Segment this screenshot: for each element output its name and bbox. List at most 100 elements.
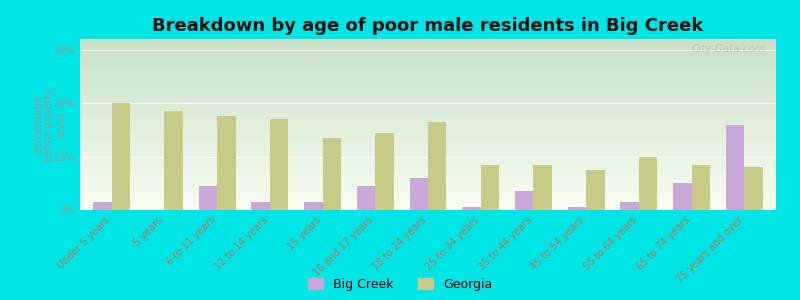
- Bar: [80, 162, 776, 164]
- Bar: [80, 167, 776, 169]
- Bar: [80, 193, 776, 195]
- Bar: [80, 112, 776, 114]
- Bar: [80, 65, 776, 66]
- Bar: [80, 51, 776, 53]
- Bar: [80, 109, 776, 111]
- Bar: [80, 203, 776, 205]
- Bar: [80, 196, 776, 198]
- Bar: [80, 41, 776, 42]
- Bar: [744, 167, 763, 210]
- Bar: [80, 198, 776, 200]
- Bar: [80, 140, 776, 142]
- Bar: [534, 165, 552, 210]
- Title: Breakdown by age of poor male residents in Big Creek: Breakdown by age of poor male residents …: [152, 17, 704, 35]
- Bar: [80, 71, 776, 73]
- Bar: [80, 97, 776, 99]
- Bar: [270, 119, 288, 210]
- Bar: [322, 138, 341, 210]
- Bar: [515, 191, 534, 210]
- Bar: [80, 207, 776, 208]
- Bar: [80, 48, 776, 49]
- Bar: [80, 76, 776, 78]
- Bar: [80, 58, 776, 59]
- Bar: [80, 184, 776, 186]
- Bar: [621, 202, 639, 210]
- Bar: [639, 157, 658, 210]
- Bar: [80, 145, 776, 147]
- Legend: Big Creek, Georgia: Big Creek, Georgia: [308, 278, 492, 291]
- Bar: [80, 136, 776, 138]
- Bar: [80, 166, 776, 167]
- Bar: [93, 202, 112, 210]
- Bar: [80, 116, 776, 118]
- Bar: [80, 53, 776, 54]
- Bar: [80, 104, 776, 106]
- Bar: [251, 202, 270, 210]
- Bar: [80, 150, 776, 152]
- Bar: [80, 138, 776, 140]
- Bar: [80, 171, 776, 172]
- Bar: [80, 143, 776, 145]
- Bar: [80, 130, 776, 131]
- Bar: [80, 186, 776, 188]
- Bar: [80, 202, 776, 203]
- Bar: [80, 154, 776, 155]
- Bar: [462, 207, 481, 210]
- Bar: [80, 75, 776, 76]
- Bar: [80, 114, 776, 116]
- Bar: [80, 142, 776, 143]
- Bar: [217, 116, 235, 210]
- Bar: [80, 148, 776, 150]
- Bar: [80, 100, 776, 102]
- Bar: [198, 186, 217, 210]
- Bar: [692, 165, 710, 210]
- Bar: [80, 172, 776, 174]
- Bar: [80, 160, 776, 162]
- Bar: [80, 66, 776, 68]
- Bar: [112, 103, 130, 210]
- Bar: [80, 68, 776, 70]
- Bar: [80, 191, 776, 193]
- Bar: [80, 178, 776, 179]
- Bar: [80, 205, 776, 207]
- Bar: [80, 111, 776, 112]
- Bar: [80, 63, 776, 65]
- Bar: [375, 133, 394, 210]
- Bar: [80, 188, 776, 190]
- Bar: [726, 124, 744, 210]
- Bar: [80, 131, 776, 133]
- Bar: [80, 164, 776, 166]
- Bar: [80, 176, 776, 178]
- Bar: [80, 107, 776, 109]
- Bar: [80, 49, 776, 51]
- Bar: [80, 44, 776, 46]
- Y-axis label: percentage
below poverty
level: percentage below poverty level: [33, 87, 66, 162]
- Bar: [80, 169, 776, 171]
- Bar: [80, 95, 776, 97]
- Bar: [80, 123, 776, 124]
- Bar: [80, 200, 776, 202]
- Bar: [481, 165, 499, 210]
- Bar: [80, 147, 776, 148]
- Bar: [357, 186, 375, 210]
- Bar: [80, 119, 776, 121]
- Bar: [80, 88, 776, 90]
- Bar: [80, 157, 776, 159]
- Bar: [428, 122, 446, 210]
- Bar: [80, 126, 776, 128]
- Bar: [80, 102, 776, 104]
- Bar: [80, 118, 776, 119]
- Bar: [80, 39, 776, 41]
- Bar: [164, 111, 183, 210]
- Bar: [80, 83, 776, 85]
- Bar: [80, 195, 776, 196]
- Bar: [80, 59, 776, 61]
- Bar: [80, 82, 776, 83]
- Bar: [568, 207, 586, 210]
- Bar: [80, 70, 776, 71]
- Bar: [80, 181, 776, 183]
- Bar: [586, 170, 605, 210]
- Bar: [80, 183, 776, 184]
- Bar: [80, 152, 776, 154]
- Bar: [80, 135, 776, 137]
